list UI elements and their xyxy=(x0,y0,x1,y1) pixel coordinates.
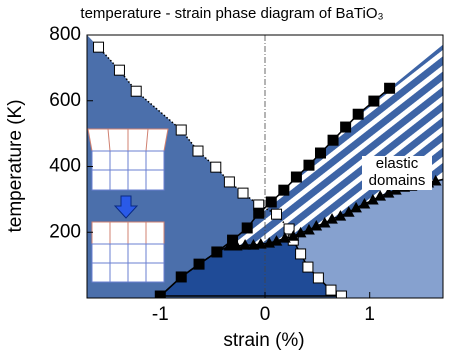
y-tick-label: 600 xyxy=(49,90,81,111)
marker xyxy=(334,210,347,221)
marker xyxy=(253,207,265,219)
chart-title: temperature - strain phase diagram of Ba… xyxy=(80,5,383,22)
marker xyxy=(384,82,396,94)
marker xyxy=(271,208,283,220)
y-axis-label: temperature (K) xyxy=(5,99,26,232)
marker xyxy=(382,187,395,198)
marker xyxy=(352,108,364,120)
marker xyxy=(239,239,251,250)
marker xyxy=(429,174,442,186)
marker xyxy=(303,159,315,171)
marker xyxy=(227,234,239,246)
annotation-box xyxy=(362,156,432,190)
marker xyxy=(193,258,205,270)
marker xyxy=(314,147,326,159)
marker xyxy=(358,197,371,209)
y-tick-label: 200 xyxy=(49,221,81,242)
marker xyxy=(130,85,142,97)
marker xyxy=(294,226,307,238)
annotation: elastic xyxy=(376,155,419,172)
annotation: domains xyxy=(369,172,426,189)
marker xyxy=(374,190,387,201)
marker xyxy=(279,232,291,243)
y-tick-label: 400 xyxy=(49,156,81,177)
marker xyxy=(175,271,187,283)
marker xyxy=(175,124,187,136)
marker xyxy=(254,238,267,249)
marker xyxy=(312,272,324,284)
marker xyxy=(310,219,323,231)
marker xyxy=(368,95,380,107)
marker xyxy=(237,187,249,199)
marker xyxy=(283,223,295,235)
marker xyxy=(340,121,352,133)
marker xyxy=(223,176,235,188)
x-tick-label: 0 xyxy=(260,304,271,325)
marker xyxy=(265,196,277,208)
marker xyxy=(192,145,204,157)
marker xyxy=(270,235,283,246)
x-axis-label: strain (%) xyxy=(223,330,304,351)
marker xyxy=(290,171,302,183)
marker xyxy=(113,64,125,76)
marker xyxy=(325,284,337,296)
marker xyxy=(230,240,243,251)
marker xyxy=(326,213,338,224)
marker xyxy=(350,201,362,213)
y-tick-label: 800 xyxy=(49,24,81,45)
marker xyxy=(211,246,223,258)
marker xyxy=(295,248,307,260)
marker xyxy=(210,161,222,173)
marker xyxy=(223,240,236,251)
x-tick-label: 1 xyxy=(364,304,375,325)
marker xyxy=(335,290,347,298)
lattice-icons xyxy=(87,128,169,283)
x-tick-label: -1 xyxy=(152,304,169,325)
marker xyxy=(278,184,290,196)
marker xyxy=(241,222,253,234)
marker xyxy=(302,261,314,273)
marker xyxy=(93,41,105,53)
marker xyxy=(327,134,339,146)
